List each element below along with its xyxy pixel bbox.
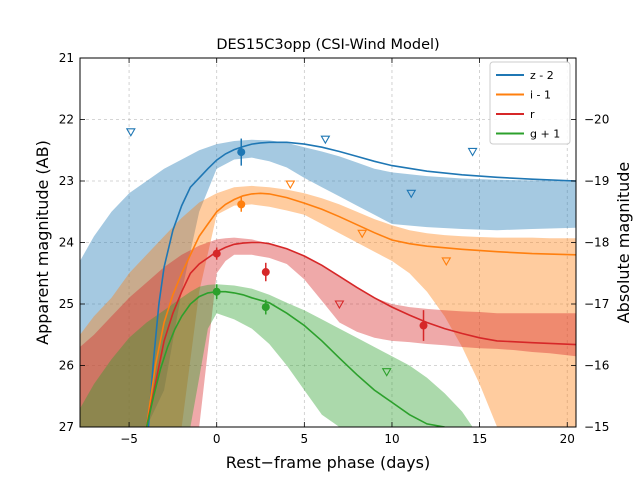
upper-limit-0-1 <box>320 135 331 145</box>
axes: −5 0 5 10 15 20 21 22 23 24 25 26 27 −15 −16 −17 −18 −19 −… <box>59 51 610 446</box>
upper-limit-1-2 <box>441 257 452 267</box>
upper-limit-1-0 <box>285 180 296 190</box>
legend-label-2: r <box>530 108 535 121</box>
y-tick-label: 27 <box>59 420 74 434</box>
y-right-tick-label: −15 <box>584 420 609 434</box>
band-1 <box>80 185 576 427</box>
data-point-2-1 <box>261 268 270 277</box>
y-right-tick-label: −16 <box>584 359 609 373</box>
x-tick-label: 5 <box>301 432 309 446</box>
upper-limit-3-0 <box>381 368 392 377</box>
data-point-3-1 <box>261 303 270 312</box>
y-tick-label: 25 <box>59 297 74 311</box>
x-tick-label: 0 <box>213 432 221 446</box>
legend-label-3: g + 1 <box>530 128 560 141</box>
upper-limit-1-1 <box>357 229 368 239</box>
x-tick-label: 20 <box>560 432 575 446</box>
model-curves <box>145 141 576 427</box>
data-point-2-2 <box>419 321 428 330</box>
y-axis-label: Apparent magnitude (AB) <box>33 140 52 345</box>
y-tick-label: 26 <box>59 359 74 373</box>
upper-limit-0-0 <box>125 128 136 137</box>
legend: z - 2 i - 1 r g + 1 <box>489 61 571 145</box>
y-right-tick-label: −19 <box>584 174 609 188</box>
y-tick-label: 23 <box>59 174 74 188</box>
model-line-0 <box>147 141 576 427</box>
chart-title: DES15C3opp (CSI-Wind Model) <box>216 37 439 53</box>
band-0 <box>80 139 576 427</box>
legend-label-0: z - 2 <box>530 69 554 82</box>
legend-label-1: i - 1 <box>530 89 551 102</box>
data-point-2-0 <box>212 249 221 258</box>
y-axis-label-right: Absolute magnitude <box>614 162 633 324</box>
model-line-1 <box>145 192 576 427</box>
band-2 <box>80 237 576 427</box>
data-point-1-0 <box>237 200 246 209</box>
upper-limit-2-0 <box>334 300 345 310</box>
model-line-2 <box>145 241 576 427</box>
upper-limit-0-3 <box>467 147 478 157</box>
data-point-3-0 <box>212 287 221 296</box>
upper-limit-0-2 <box>406 189 417 199</box>
legend-box <box>489 61 571 145</box>
data-point-0-0 <box>237 148 246 157</box>
observations <box>125 128 478 377</box>
y-right-tick-label: −17 <box>584 297 609 311</box>
y-right-tick-label: −18 <box>584 236 609 250</box>
y-right-tick-label: −20 <box>584 113 609 127</box>
x-axis-label: Rest−frame phase (days) <box>226 453 430 472</box>
uncertainty-bands <box>80 139 576 427</box>
x-tick-label: −5 <box>120 432 138 446</box>
band-3 <box>80 284 473 427</box>
y-tick-label: 22 <box>59 113 74 127</box>
y-tick-label: 21 <box>59 51 74 65</box>
y-tick-label: 24 <box>59 236 74 250</box>
x-tick-label: 10 <box>384 432 399 446</box>
model-line-3 <box>145 290 445 427</box>
x-tick-label: 15 <box>472 432 487 446</box>
